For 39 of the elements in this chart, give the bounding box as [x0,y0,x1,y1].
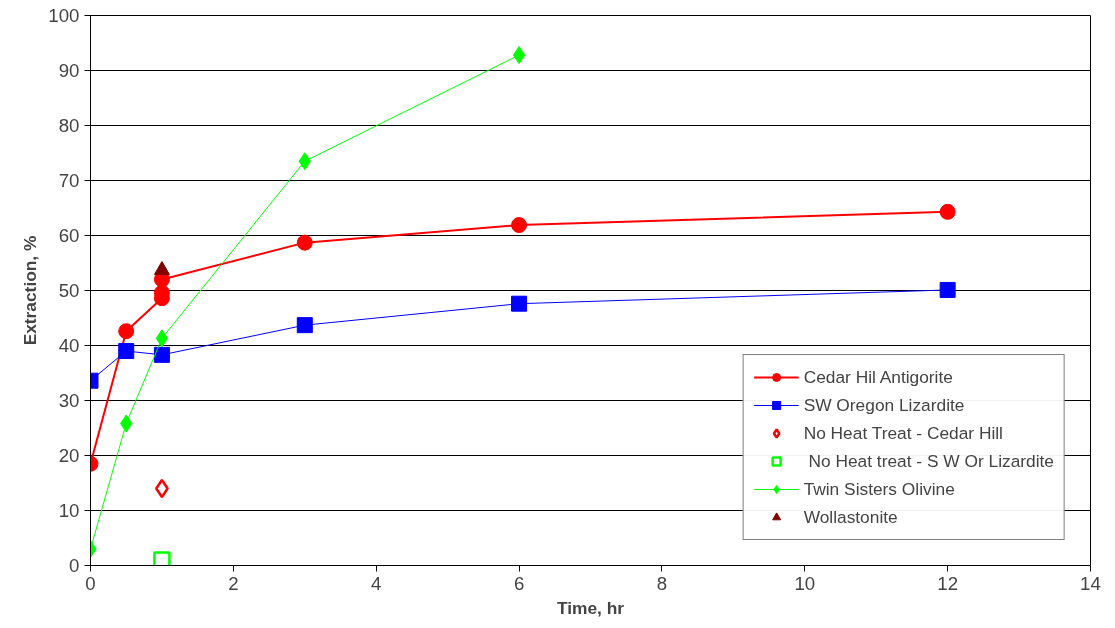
point [155,329,169,348]
point [511,217,528,234]
point [939,203,956,220]
y-tick-label: 30 [58,390,80,411]
point [118,343,135,359]
legend-label: Cedar Hil Antigorite [803,365,953,389]
y-tick-label: 100 [48,5,80,26]
y-tick-label: 50 [58,280,80,301]
point [296,317,313,334]
point [153,346,170,363]
y-axis-title: Extraction, % [20,235,41,346]
y-tick-label: 10 [58,500,80,521]
legend-label: Wollastonite [803,505,898,529]
point [153,551,171,566]
point [118,323,135,340]
point [512,46,526,65]
legend-label: Twin Sisters Olivine [803,477,955,501]
x-tick-label: 14 [1080,572,1101,594]
x-tick-label: 2 [228,572,239,594]
y-tick-label: 20 [58,445,80,466]
point [296,234,313,251]
x-axis-title: Time, hr [556,597,625,618]
y-tick-label: 70 [58,170,80,191]
legend-label: No Heat treat - S W Or Lizardite [807,449,1054,473]
x-tick-label: 0 [85,572,96,594]
x-tick-label: 4 [371,572,382,594]
x-tick-label: 12 [937,572,959,594]
point [939,281,956,298]
x-tick-label: 8 [656,572,668,594]
legend-label: SW Oregon Lizardite [803,393,965,417]
y-tick-label: 60 [58,225,80,246]
y-tick-label: 90 [58,60,80,81]
y-tick-label: 40 [58,335,80,356]
x-tick-label: 6 [513,572,525,594]
x-tick-label: 10 [794,572,816,594]
point [511,295,528,312]
y-tick-label: 80 [58,115,80,136]
legend-label: No Heat Treat - Cedar Hill [803,421,1003,445]
y-tick-label: 0 [69,555,80,576]
